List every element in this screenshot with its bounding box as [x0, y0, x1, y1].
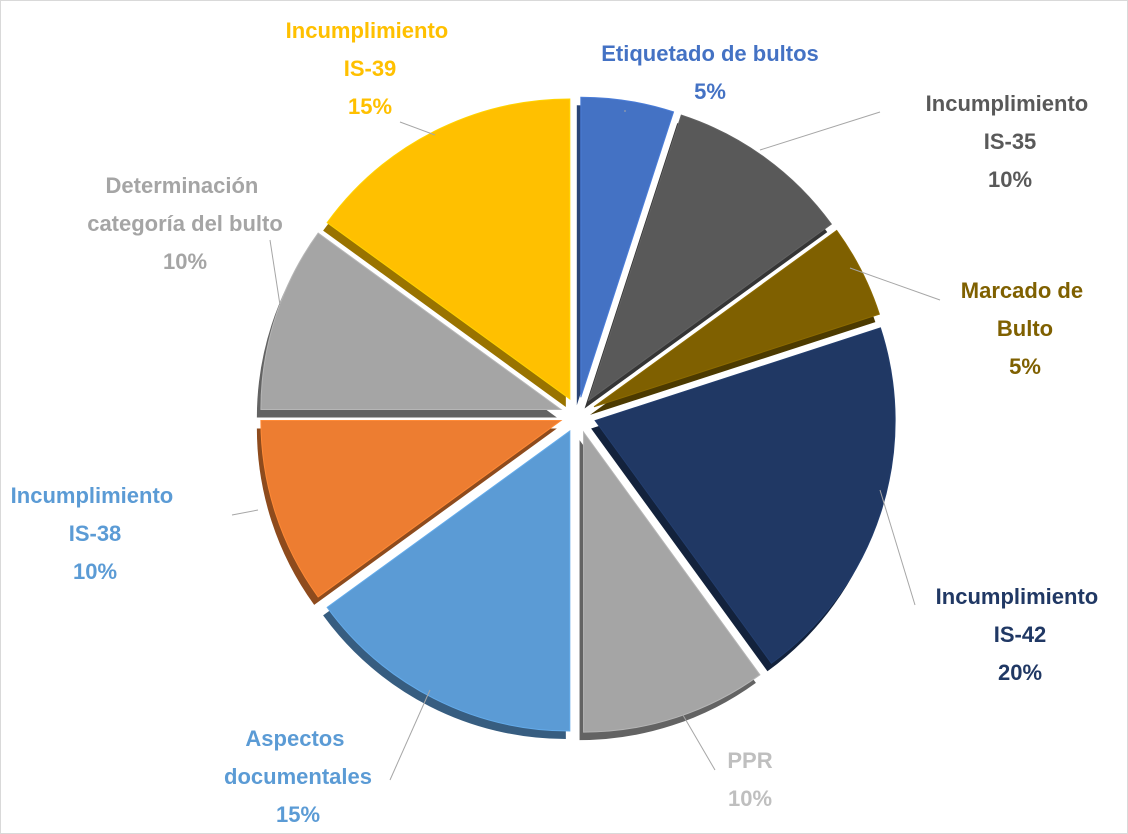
- category-label: Etiquetado de bultos: [601, 41, 819, 66]
- leader-line: [399, 121, 436, 136]
- leader-line: [231, 509, 259, 516]
- category-label: Incumplimiento IS-39: [286, 18, 455, 81]
- slice: [326, 430, 571, 732]
- slice: [583, 430, 761, 733]
- slice: [594, 327, 896, 664]
- value-label: 20%: [998, 660, 1042, 685]
- label-line: Incumplimiento: [11, 483, 174, 508]
- value-label: 15%: [276, 802, 320, 827]
- label-line: Incumplimiento: [286, 18, 449, 43]
- value-label: 15%: [348, 94, 392, 119]
- category-label: Incumplimiento IS-38: [11, 483, 180, 546]
- label-line: IS-38: [69, 521, 122, 546]
- value-label: 5%: [1009, 354, 1041, 379]
- category-label: Incumplimiento IS-42: [936, 584, 1105, 647]
- value-label: 5%: [694, 79, 726, 104]
- label-line: PPR: [727, 748, 772, 773]
- category-label: Incumplimiento IS-35: [926, 91, 1095, 154]
- leader-line: [389, 689, 431, 781]
- leader-line: [679, 709, 716, 771]
- label-line: categoría del bulto: [87, 211, 283, 236]
- leader-line: [879, 489, 916, 606]
- leader-line: [849, 267, 941, 301]
- slice: [580, 96, 675, 398]
- label-line: IS-42: [994, 622, 1047, 647]
- value-label: 10%: [163, 249, 207, 274]
- label-line: IS-35: [984, 129, 1037, 154]
- label-line: Aspectos: [245, 726, 344, 751]
- category-label: Aspectos documentales: [224, 726, 372, 789]
- slice: [260, 420, 563, 598]
- label-line: Marcado de: [961, 278, 1083, 303]
- category-label: Marcado de Bulto: [961, 278, 1089, 341]
- value-label: 10%: [728, 786, 772, 811]
- label-line: IS-39: [344, 56, 397, 81]
- leader-line: [759, 111, 881, 151]
- label-line: Bulto: [997, 316, 1053, 341]
- label-line: Incumplimiento: [926, 91, 1089, 116]
- leader-line: [269, 239, 281, 306]
- slice: [587, 114, 832, 402]
- slice: [593, 229, 880, 408]
- label-line: Determinación: [106, 173, 259, 198]
- label-line: documentales: [224, 764, 372, 789]
- value-label: 10%: [988, 167, 1032, 192]
- category-label: Determinación categoría del bulto: [87, 173, 283, 236]
- label-line: Etiquetado de bultos: [601, 41, 819, 66]
- slice: [326, 98, 571, 400]
- slice: [260, 232, 563, 410]
- value-label: 10%: [73, 559, 117, 584]
- category-label: PPR: [727, 748, 772, 773]
- label-line: Incumplimiento: [936, 584, 1099, 609]
